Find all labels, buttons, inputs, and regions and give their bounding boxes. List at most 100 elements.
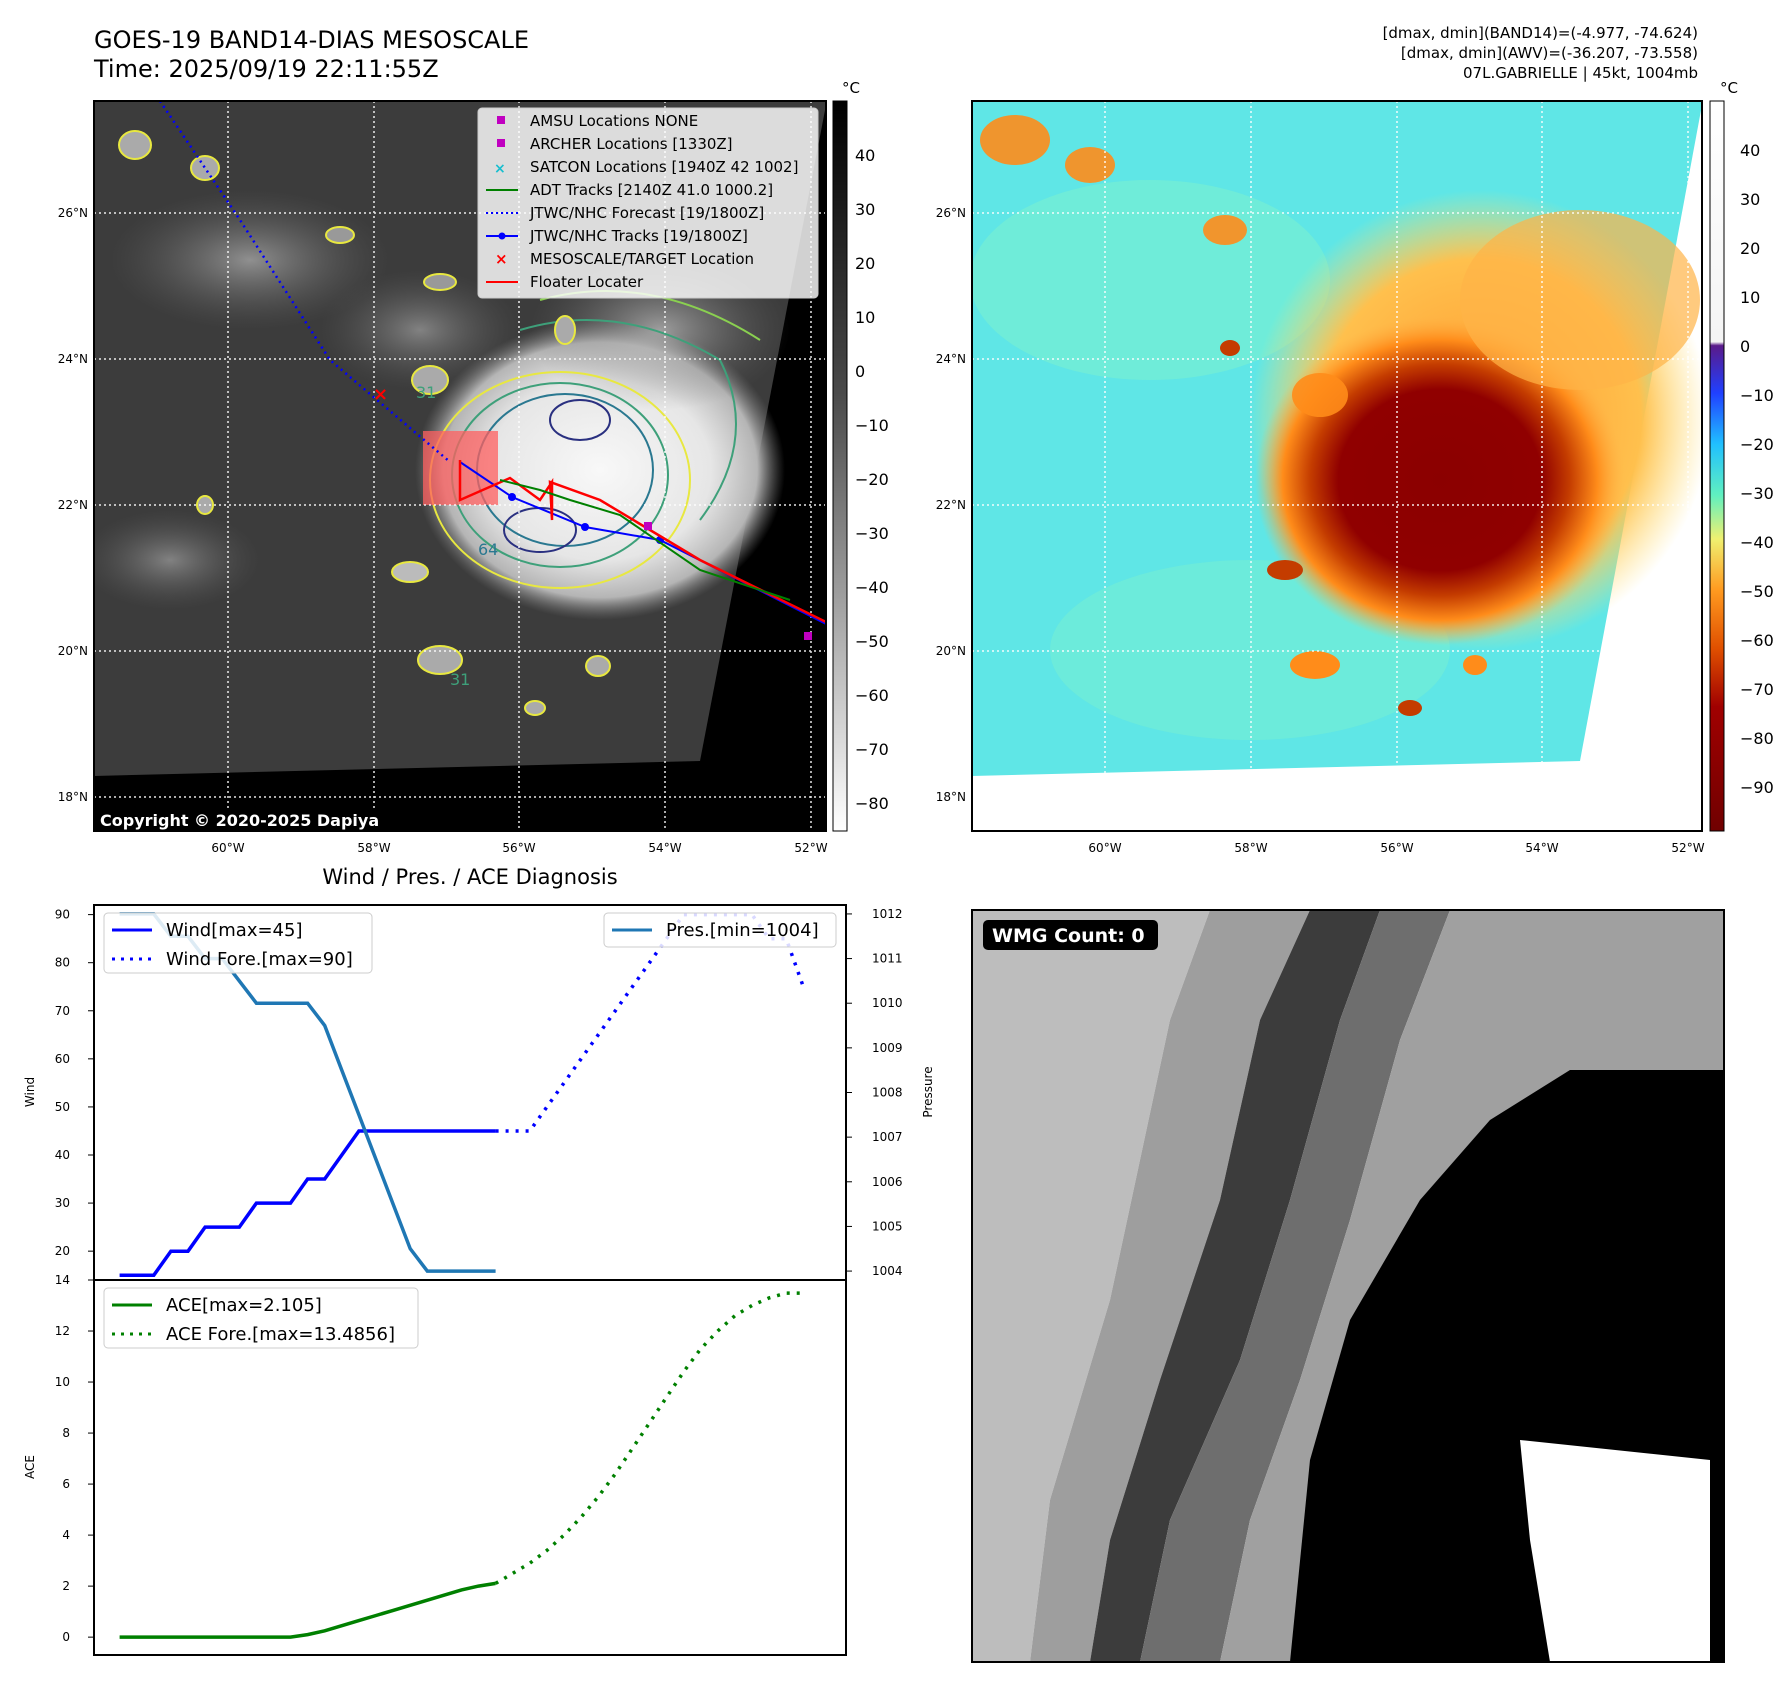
wind-tick-label: 70	[55, 1004, 70, 1018]
adt-track	[499, 479, 791, 601]
wind-tick-label: 30	[55, 1196, 70, 1210]
color-map-panel	[972, 101, 1702, 831]
legend-pres: Pres.[min=1004]	[666, 920, 819, 941]
legend-wind: Wind[max=45]	[166, 920, 303, 941]
lat-label: 26°N	[936, 206, 966, 220]
ir-map-panel: 31 64 31 × Copyright © 2	[58, 79, 1774, 855]
legend-ace: ACE[max=2.105]	[166, 1295, 322, 1316]
dmax-awv: [dmax, dmin](AWV)=(-36.207, -73.558)	[1400, 44, 1698, 62]
colorbar-tick: −80	[1740, 729, 1774, 748]
wind-tick-label: 20	[55, 1244, 70, 1258]
legend-label: JTWC/NHC Tracks [19/1800Z]	[529, 227, 748, 245]
legend-label: AMSU Locations NONE	[530, 112, 698, 130]
color-map-frame	[971, 100, 1703, 832]
wind-line	[119, 1129, 496, 1277]
ace-tick-label: 4	[62, 1528, 70, 1542]
colorbar-tick: 0	[855, 362, 865, 381]
lon-label: 60°W	[1088, 841, 1121, 855]
colorbar-tick: 30	[855, 200, 875, 219]
lat-label: 20°N	[58, 644, 88, 658]
colorbar-tick: −20	[855, 470, 889, 489]
color-map-lon-labels: 60°W 58°W 56°W 54°W 52°W	[1088, 841, 1704, 855]
colorbar-tick: −70	[1740, 680, 1774, 699]
colorbar-tick: 0	[1740, 337, 1750, 356]
pressure-ticks: 1004 1005 1006 1007 1008 1009 1010 1011 1012	[846, 907, 903, 1278]
pressure-legend: Pres.[min=1004]	[603, 912, 837, 948]
legend-marker-satcon: ×	[494, 161, 506, 177]
colorbar-tick: 10	[855, 308, 875, 327]
colorbar-tick: −20	[1740, 435, 1774, 454]
lon-label: 52°W	[1671, 841, 1704, 855]
colorbar-tick: −60	[855, 686, 889, 705]
legend-ace-fore: ACE Fore.[max=13.4856]	[166, 1324, 395, 1345]
gray-colorbar-unit: °C	[842, 79, 860, 97]
color-colorbar-unit: °C	[1720, 79, 1738, 97]
wind-legend: Wind[max=45] Wind Fore.[max=90]	[103, 912, 373, 974]
lat-label: 24°N	[936, 352, 966, 366]
copyright: Copyright © 2020-2025 Dapiya	[100, 811, 379, 830]
pressure-tick-label: 1011	[872, 952, 903, 966]
legend-marker-amsu	[497, 116, 505, 124]
colorbar-tick: 10	[1740, 288, 1760, 307]
lat-label: 26°N	[58, 206, 88, 220]
ir-map-lon-labels: 60°W 58°W 56°W 54°W 52°W	[211, 841, 827, 855]
legend-marker-target: ×	[495, 250, 508, 268]
ir-map-frame	[93, 100, 827, 832]
colorbar-tick: 40	[1740, 141, 1760, 160]
contour-label: 31	[416, 383, 436, 402]
figure-time-text: Time: 2025/09/19 22:11:55Z	[94, 55, 439, 83]
lon-label: 52°W	[794, 841, 827, 855]
colorbar-tick: −10	[1740, 386, 1774, 405]
lat-label: 18°N	[936, 790, 966, 804]
storm-info: 07L.GABRIELLE | 45kt, 1004mb	[1463, 64, 1698, 82]
colorbar-tick: −40	[855, 578, 889, 597]
gray-colorbar	[832, 100, 848, 832]
contour-label: 64	[478, 540, 498, 559]
pressure-tick-label: 1006	[872, 1175, 903, 1189]
lat-label: 24°N	[58, 352, 88, 366]
wind-ticks: 20 30 40 50 60 70 80 90	[55, 908, 94, 1258]
map-legend: AMSU Locations NONE ARCHER Locations [13…	[477, 107, 819, 299]
ace-axis-label: ACE	[23, 1455, 37, 1479]
pressure-tick-label: 1012	[872, 907, 903, 921]
wind-tick-label: 40	[55, 1148, 70, 1162]
colorbar-tick: −70	[855, 740, 889, 759]
wmg-count: WMG Count: 0	[992, 925, 1145, 947]
ace-ticks: 0 2 4 6 8 10 12 14	[55, 1273, 94, 1644]
lat-label: 20°N	[936, 644, 966, 658]
color-colorbar	[1709, 100, 1725, 832]
wmg-panel: WMG Count: 0	[971, 909, 1725, 1663]
pressure-tick-label: 1007	[872, 1130, 903, 1144]
legend-wind-fore: Wind Fore.[max=90]	[166, 949, 353, 970]
wind-tick-label: 50	[55, 1100, 70, 1114]
ace-tick-label: 2	[62, 1579, 70, 1593]
wind-tick-label: 90	[55, 908, 70, 922]
target-marker: ×	[373, 384, 388, 405]
lon-label: 60°W	[211, 841, 244, 855]
wind-forecast-line	[495, 912, 805, 1133]
colorbar-tick: −60	[1740, 631, 1774, 650]
color-colorbar-ticks: 40 30 20 10 0 −10 −20 −30 −40 −50 −60 −7…	[1740, 141, 1774, 797]
lat-label: 22°N	[936, 498, 966, 512]
ace-tick-label: 12	[55, 1324, 70, 1338]
gray-colorbar-ticks: 40 30 20 10 0 −10 −20 −30 −40 −50 −60 −7…	[855, 146, 889, 813]
contour-label: 31	[450, 670, 470, 689]
legend-label: Floater Locater	[530, 273, 644, 291]
figure-title: GOES-19 BAND14-DIAS MESOSCALE	[94, 26, 530, 54]
legend-label: ARCHER Locations [1330Z]	[530, 135, 733, 153]
colorbar-tick: 20	[855, 254, 875, 273]
pressure-tick-label: 1010	[872, 996, 903, 1010]
color-map-lat-labels: 26°N 24°N 22°N 20°N 18°N	[936, 206, 966, 804]
dmax-band14: [dmax, dmin](BAND14)=(-4.977, -74.624)	[1382, 24, 1698, 42]
wind-tick-label: 80	[55, 956, 70, 970]
colorbar-tick: 20	[1740, 239, 1760, 258]
colorbar-tick: −50	[1740, 582, 1774, 601]
legend-label: MESOSCALE/TARGET Location	[530, 250, 754, 268]
lon-label: 54°W	[648, 841, 681, 855]
archer-marker	[644, 522, 652, 530]
pressure-tick-label: 1009	[872, 1041, 903, 1055]
colorbar-tick: −50	[855, 632, 889, 651]
pressure-tick-label: 1008	[872, 1086, 903, 1100]
lon-label: 58°W	[1234, 841, 1267, 855]
ace-forecast-line	[494, 1291, 804, 1585]
